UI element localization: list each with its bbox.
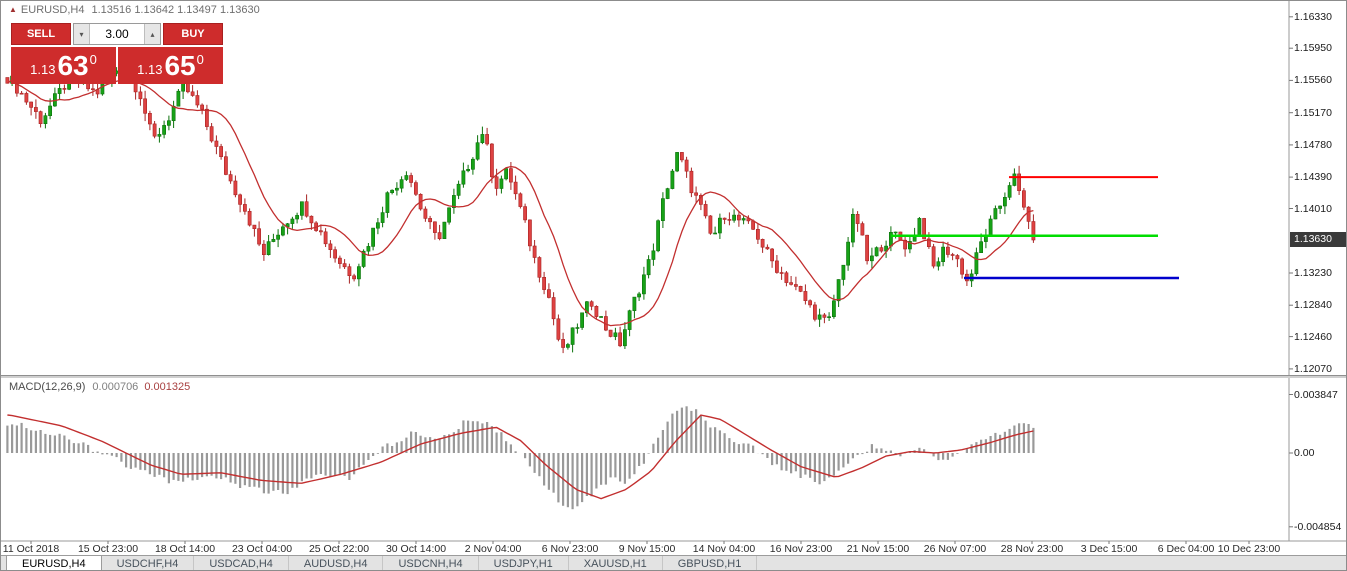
tab-usdcnh-h4[interactable]: USDCNH,H4 [383, 556, 479, 570]
chart-shift-marker-icon: ▲ [9, 5, 17, 14]
sell-price-prefix: 1.13 [30, 61, 56, 77]
volume-stepper: ▾ 3.00 ▴ [73, 23, 161, 45]
sell-button[interactable]: SELL [11, 23, 71, 45]
tab-usdcad-h4[interactable]: USDCAD,H4 [194, 556, 289, 570]
time-tick-label: 11 Oct 2018 [2, 543, 60, 555]
price-tick-label: 1.13230 [1294, 266, 1332, 279]
time-tick-label: 25 Oct 22:00 [308, 543, 370, 555]
candles-layer [5, 67, 1036, 354]
one-click-trading-panel: SELL ▾ 3.00 ▴ BUY 1.13 63 0 1.13 65 0 [11, 23, 223, 84]
time-tick-label: 30 Oct 14:00 [385, 543, 447, 555]
time-tick-label: 23 Oct 04:00 [231, 543, 293, 555]
macd-tick-label: 0.003847 [1294, 388, 1338, 401]
macd-tick-label: -0.004854 [1294, 520, 1342, 533]
buy-price-prefix: 1.13 [137, 61, 163, 77]
chart-title: ▲ EURUSD,H4 1.13516 1.13642 1.13497 1.1363… [9, 4, 260, 16]
time-tick-label: 15 Oct 23:00 [77, 543, 139, 555]
price-tick-label: 1.15560 [1294, 74, 1332, 87]
chevron-up-icon: ▴ [150, 29, 155, 39]
moving-average-line [7, 78, 1034, 327]
tab-xauusd-h1[interactable]: XAUUSD,H1 [569, 556, 663, 570]
macd-name: MACD(12,26,9) [9, 381, 86, 393]
tab-usdchf-h4[interactable]: USDCHF,H4 [102, 556, 195, 570]
price-tick-label: 1.14010 [1294, 202, 1332, 215]
buy-price-pipette: 0 [196, 51, 204, 67]
time-tick-label: 18 Oct 14:00 [154, 543, 216, 555]
sell-price-tile[interactable]: 1.13 63 0 [11, 47, 116, 84]
sell-price-big-digits: 63 [57, 49, 89, 81]
price-tick-label: 1.12840 [1294, 299, 1332, 312]
tab-eurusd-h4[interactable]: EURUSD,H4 [6, 556, 102, 570]
buy-price-big-digits: 65 [164, 49, 196, 81]
macd-signal-line [7, 414, 1034, 500]
time-tick-label: 6 Nov 23:00 [541, 543, 599, 555]
tab-gbpusd-h1[interactable]: GBPUSD,H1 [663, 556, 758, 570]
chart-tab-bar: EURUSD,H4 USDCHF,H4 USDCAD,H4 AUDUSD,H4 … [1, 555, 1346, 570]
time-tick-label: 3 Dec 15:00 [1080, 543, 1138, 555]
chart-ohlc-readout: 1.13516 1.13642 1.13497 1.13630 [91, 4, 260, 16]
time-tick-label: 14 Nov 04:00 [692, 543, 756, 555]
chevron-down-icon: ▾ [79, 29, 84, 39]
volume-decrease-button[interactable]: ▾ [74, 24, 90, 44]
time-tick-label: 26 Nov 07:00 [923, 543, 987, 555]
volume-input[interactable]: 3.00 [105, 27, 129, 41]
chart-symbol-period: EURUSD,H4 [20, 4, 85, 16]
current-price-badge: 1.13630 [1290, 232, 1346, 248]
buy-price-tile[interactable]: 1.13 65 0 [118, 47, 223, 84]
time-tick-label: 6 Dec 04:00 [1157, 543, 1215, 555]
panel-splitter[interactable] [1, 375, 1346, 378]
tab-usdjpy-h1[interactable]: USDJPY,H1 [479, 556, 569, 570]
time-tick-label: 21 Nov 15:00 [846, 543, 910, 555]
price-tick-label: 1.15170 [1294, 106, 1332, 119]
macd-main-value: 0.000706 [92, 381, 139, 393]
price-tick-label: 1.12460 [1294, 330, 1332, 343]
time-tick-label: 10 Dec 23:00 [1217, 543, 1281, 555]
macd-histogram [6, 406, 1035, 510]
price-tick-label: 1.15950 [1294, 42, 1332, 55]
sell-price-pipette: 0 [89, 51, 97, 67]
volume-increase-button[interactable]: ▴ [144, 24, 160, 44]
price-tick-label: 1.14780 [1294, 138, 1332, 151]
tab-audusd-h4[interactable]: AUDUSD,H4 [289, 556, 384, 570]
price-tick-label: 1.12070 [1294, 362, 1332, 375]
time-tick-label: 16 Nov 23:00 [769, 543, 833, 555]
macd-tick-label: 0.00 [1294, 447, 1315, 459]
time-tick-label: 9 Nov 15:00 [618, 543, 676, 555]
time-tick-label: 2 Nov 04:00 [464, 543, 522, 555]
buy-button[interactable]: BUY [163, 23, 223, 45]
price-tick-label: 1.14390 [1294, 171, 1332, 184]
price-tick-label: 1.16330 [1294, 10, 1332, 23]
macd-indicator-label: MACD(12,26,9) 0.000706 0.001325 [9, 381, 190, 393]
time-tick-label: 28 Nov 23:00 [1000, 543, 1064, 555]
macd-signal-value: 0.001325 [144, 381, 191, 393]
axis-frame-lines [1, 1, 1346, 544]
horizontal-trendlines-layer[interactable] [891, 176, 1179, 280]
